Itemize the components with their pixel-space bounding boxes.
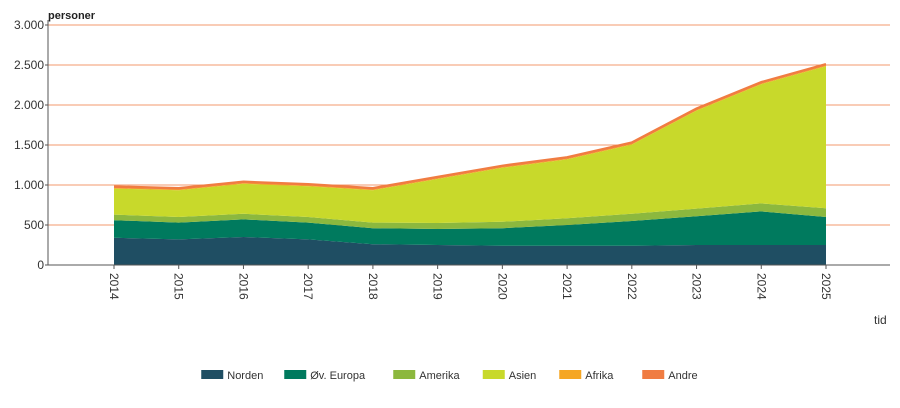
- y-tick-label: 2.500: [14, 58, 44, 72]
- legend-item-afrika: Afrika: [559, 370, 614, 382]
- legend-swatch: [201, 370, 224, 379]
- area-øv-europa: [114, 211, 826, 246]
- area-norden: [114, 237, 826, 265]
- y-tick-label: 0: [37, 258, 44, 272]
- x-tick-label: 2020: [495, 273, 509, 300]
- legend-item-andre: Andre: [642, 370, 698, 382]
- area-asien: [114, 66, 826, 223]
- x-tick-label: 2023: [690, 273, 704, 300]
- series-areas: [113, 62, 827, 265]
- legend-label: Øv. Europa: [310, 370, 366, 382]
- x-tick-label: 2018: [366, 273, 380, 300]
- legend-label: Andre: [668, 370, 697, 382]
- legend-swatch: [642, 370, 665, 379]
- legend-label: Amerika: [419, 370, 460, 382]
- y-tick-label: 1.000: [14, 178, 44, 192]
- legend-swatch: [559, 370, 582, 379]
- y-axis-label: personer: [48, 10, 96, 22]
- legend-label: Afrika: [585, 370, 614, 382]
- x-tick-label: 2021: [560, 273, 574, 300]
- x-tick-label: 2024: [754, 273, 768, 300]
- x-tick-label: 2025: [819, 273, 833, 300]
- legend-item-øv-europa: Øv. Europa: [284, 370, 366, 382]
- legend-swatch: [284, 370, 307, 379]
- legend-item-norden: Norden: [201, 370, 263, 382]
- legend-item-asien: Asien: [482, 370, 537, 382]
- legend-label: Asien: [509, 370, 537, 382]
- x-tick-label: 2016: [236, 273, 250, 300]
- y-tick-label: 500: [24, 218, 44, 232]
- legend-label: Norden: [227, 370, 263, 382]
- x-tick-label: 2014: [107, 273, 121, 300]
- x-tick-label: 2015: [172, 273, 186, 300]
- legend: Norden Øv. Europa Amerika Asien Afrika Andre: [201, 370, 698, 382]
- legend-item-amerika: Amerika: [393, 370, 460, 382]
- y-tick-label: 3.000: [14, 18, 44, 32]
- x-axis-label: tid: [874, 313, 887, 327]
- y-tick-label: 2.000: [14, 98, 44, 112]
- y-tick-label: 1.500: [14, 138, 44, 152]
- area-amerika: [114, 203, 826, 229]
- x-tick-label: 2019: [431, 273, 445, 300]
- total-outline: [113, 62, 827, 190]
- legend-swatch: [482, 370, 505, 379]
- legend-swatch: [393, 370, 416, 379]
- axes: 2014 2015 2016 2017 2018 2019 2020 2021 2022 2023…: [45, 20, 890, 300]
- x-tick-label: 2017: [301, 273, 315, 300]
- x-tick-label: 2022: [625, 273, 639, 300]
